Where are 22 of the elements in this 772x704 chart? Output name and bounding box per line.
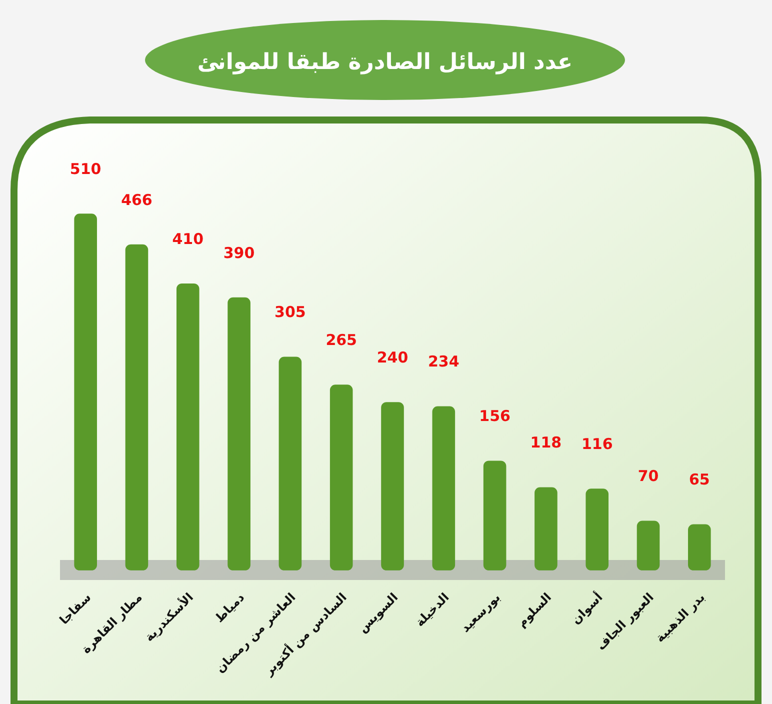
data-label: 70 — [638, 467, 659, 486]
data-label: 240 — [376, 348, 408, 367]
data-label: 156 — [479, 407, 510, 426]
x-tick-label: الأسكندرية — [141, 590, 196, 644]
x-tick-label: السويس — [355, 590, 401, 636]
data-label: 116 — [581, 435, 613, 454]
x-tick-label: بدر الذهبية — [652, 590, 708, 645]
data-label: 65 — [688, 470, 710, 489]
x-tick-label: دمياط — [212, 590, 248, 626]
data-label: 265 — [326, 331, 357, 350]
x-tick-label: الدخيلة — [412, 590, 452, 630]
data-label: 410 — [172, 230, 204, 248]
data-label: 466 — [121, 190, 152, 209]
x-tick-label: السلوم — [514, 590, 554, 630]
data-label: 390 — [223, 244, 255, 262]
x-tick-label: بورسعيد — [458, 590, 503, 636]
data-label: 118 — [530, 434, 562, 452]
x-tick-label: أسوان — [568, 590, 606, 627]
data-label: 234 — [428, 352, 460, 371]
data-label: 305 — [274, 303, 306, 322]
chart-title: عدد الرسائل الصادرة طبقا للموانئ — [197, 50, 573, 75]
data-label: 510 — [70, 160, 102, 178]
